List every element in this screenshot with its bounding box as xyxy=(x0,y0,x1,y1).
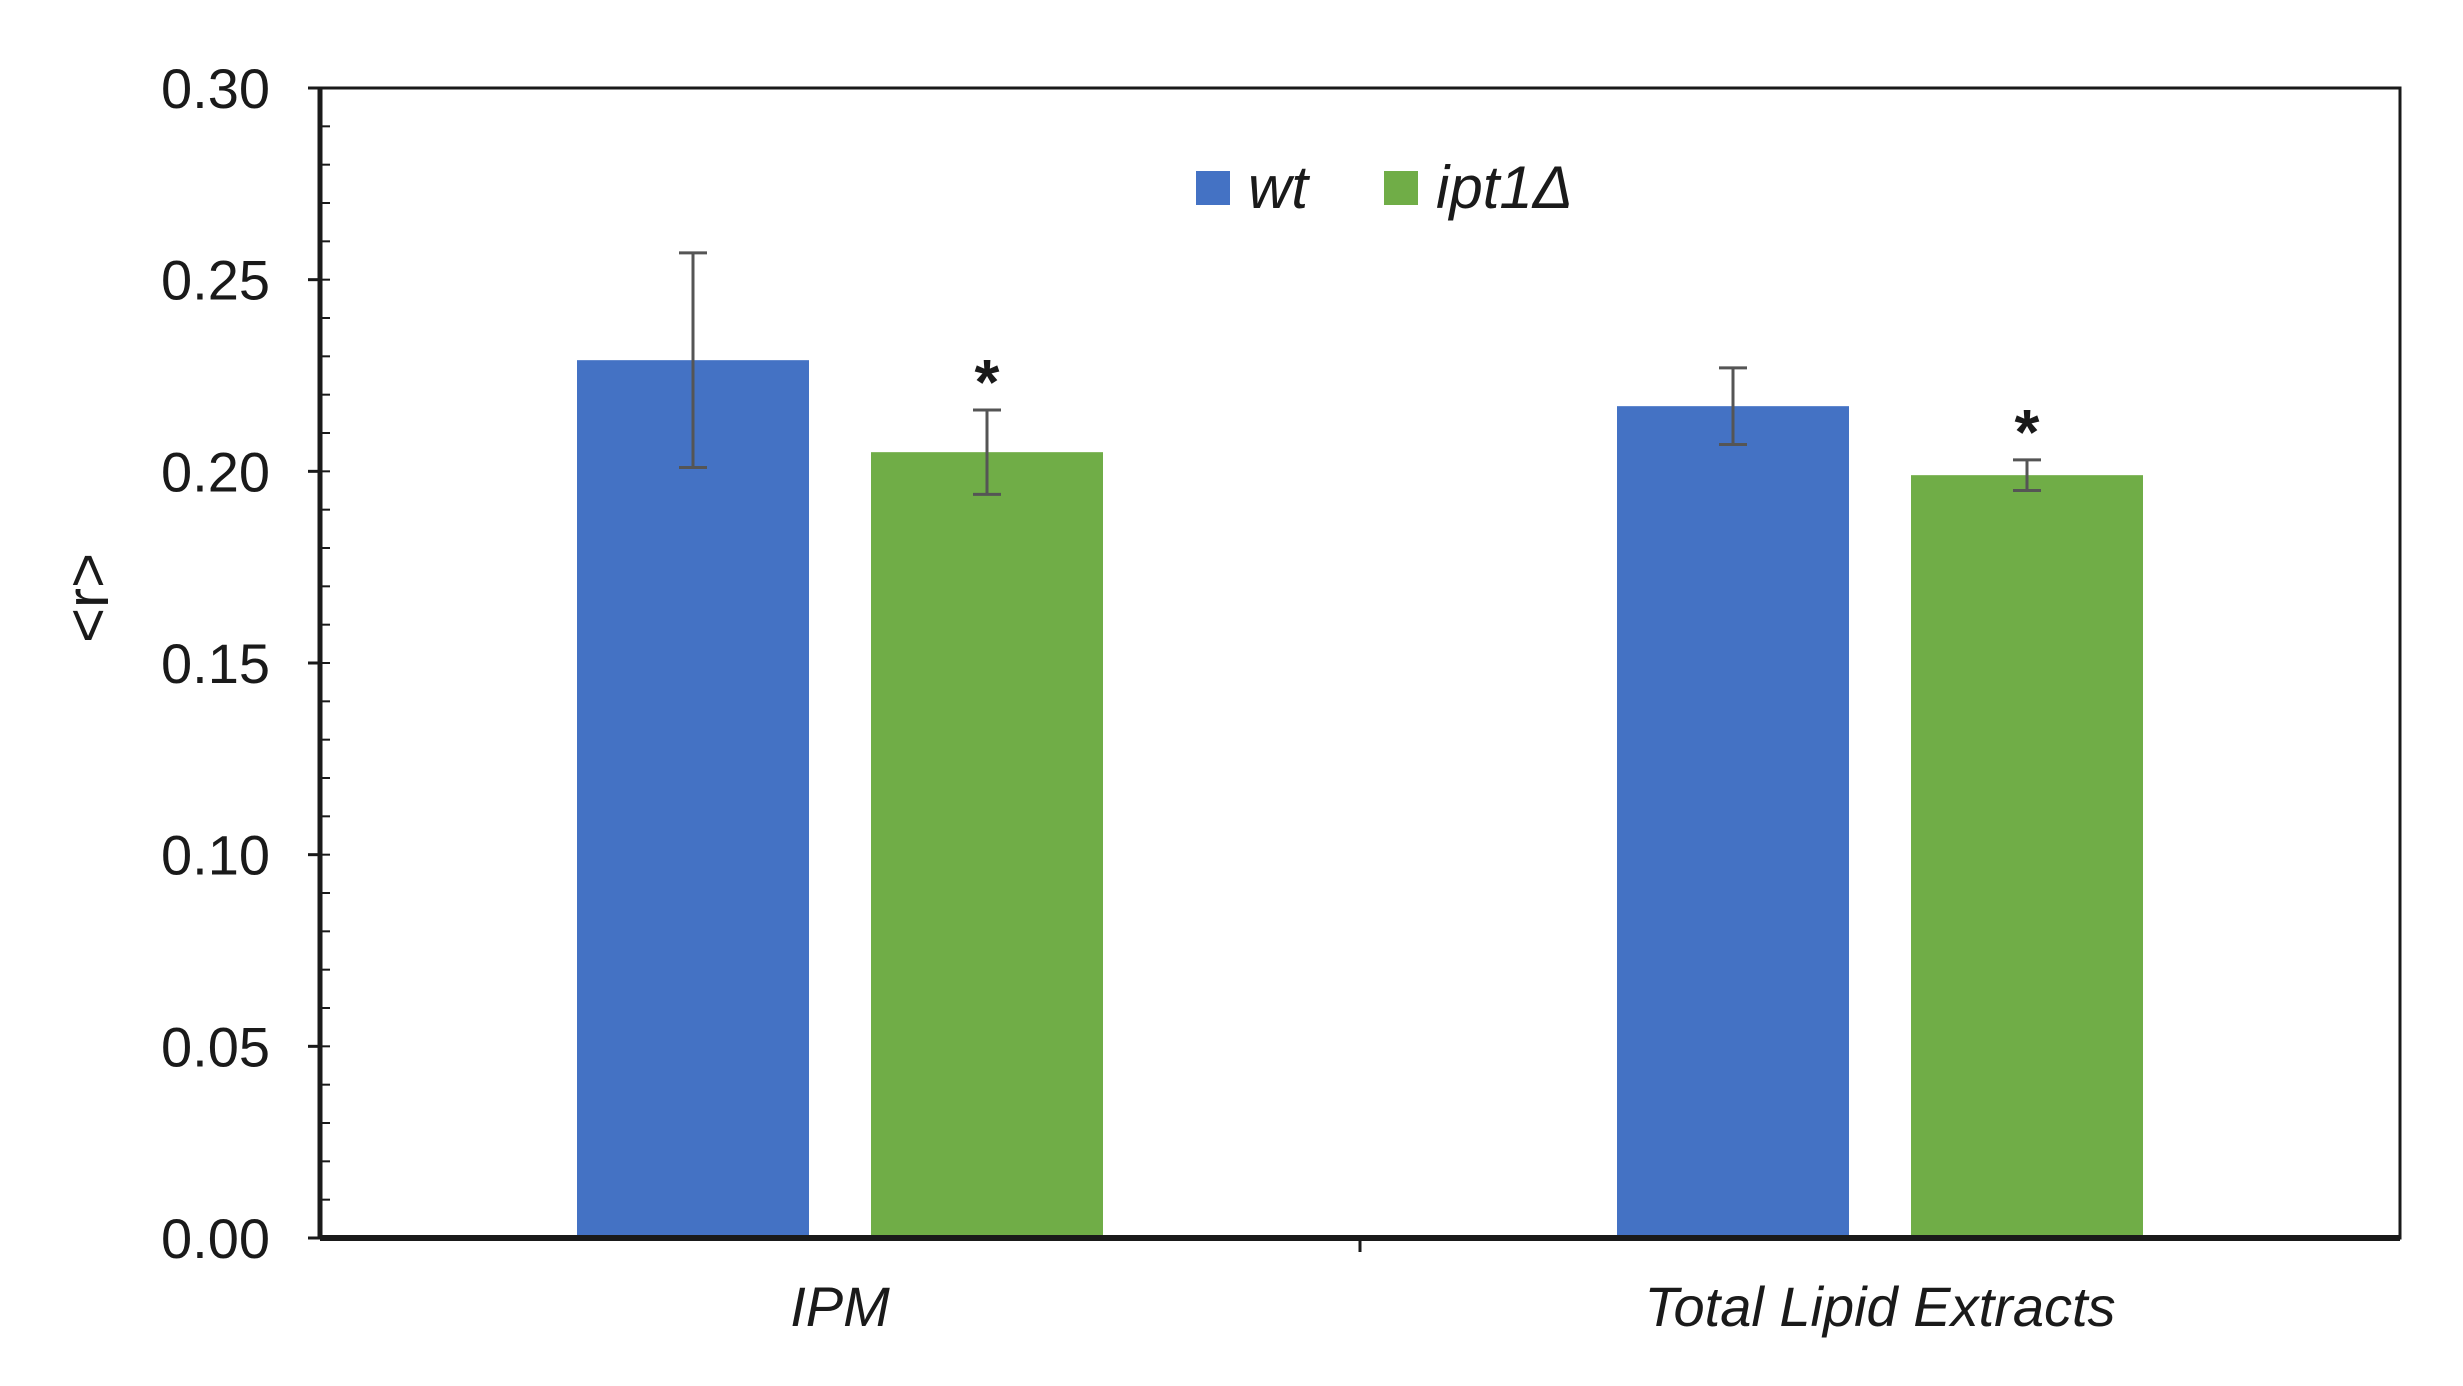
y-tick-label: 0.25 xyxy=(161,249,270,312)
y-tick-label: 0.20 xyxy=(161,440,270,503)
legend-swatch-ipt1 xyxy=(1384,171,1418,205)
legend: wt ipt1Δ xyxy=(1196,154,1573,221)
bars xyxy=(577,360,2143,1239)
bar-ipt1-0 xyxy=(871,452,1103,1239)
y-tick-label: 0.10 xyxy=(161,824,270,887)
significance-asterisk: * xyxy=(975,346,1000,418)
y-tick-label: 0.15 xyxy=(161,632,270,695)
y-tick-labels: 0.00 0.05 0.10 0.15 0.20 0.25 0.30 xyxy=(161,57,320,1270)
legend-label-wt: wt xyxy=(1248,154,1310,221)
error-bars xyxy=(679,251,2041,496)
legend-swatch-wt xyxy=(1196,171,1230,205)
significance-asterisk: * xyxy=(2015,396,2040,468)
y-axis-label: <r> xyxy=(54,553,121,643)
x-category-label: Total Lipid Extracts xyxy=(1644,1275,2115,1338)
legend-label-ipt1: ipt1Δ xyxy=(1436,154,1573,221)
y-tick-label: 0.05 xyxy=(161,1015,270,1078)
annotations: ** xyxy=(975,346,2040,468)
y-tick-label: 0.30 xyxy=(161,57,270,120)
x-category-labels: IPM Total Lipid Extracts xyxy=(790,1238,2116,1338)
y-tick-label: 0.00 xyxy=(161,1207,270,1270)
bar-wt-0 xyxy=(577,360,809,1239)
bar-wt-1 xyxy=(1617,406,1849,1239)
bar-ipt1-1 xyxy=(1911,475,2143,1239)
x-category-label: IPM xyxy=(790,1275,890,1338)
